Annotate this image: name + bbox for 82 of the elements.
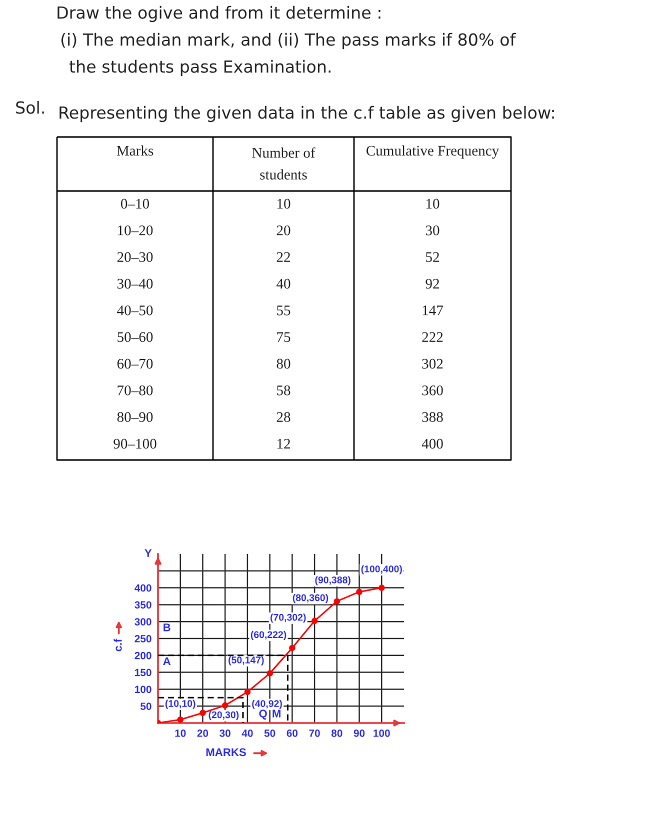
category-label: 50–60 — [118, 332, 153, 342]
point — [200, 710, 206, 716]
y-tick-label: 150 — [135, 668, 152, 676]
data-label: 360 — [422, 385, 443, 396]
annotation: (50,147) — [228, 656, 264, 666]
category-label: 10–20 — [118, 225, 153, 236]
data-label: 10 — [426, 198, 440, 209]
annotation: (70,302) — [270, 614, 306, 623]
annotation: (40,92) — [252, 700, 282, 709]
data-label: 388 — [422, 412, 443, 422]
data-label: 302 — [422, 358, 443, 369]
data-label: 12 — [277, 438, 290, 449]
text: Cumulative Frequency — [366, 145, 500, 159]
text: the students pass Examination. — [69, 60, 330, 76]
text: Number of students — [252, 147, 316, 180]
y-tick-label: 350 — [134, 601, 152, 609]
point — [356, 588, 362, 595]
point — [244, 688, 251, 696]
point — [266, 670, 273, 676]
category-label: 90–100 — [114, 438, 156, 449]
text: Y — [144, 549, 152, 557]
annotation: B — [164, 624, 170, 632]
data-label: 10 — [277, 198, 290, 209]
y-tick-label: 200 — [134, 652, 152, 660]
data-label: 58 — [277, 385, 290, 396]
category-label: 0–10 — [120, 198, 150, 209]
category-label: 70–80 — [118, 385, 153, 396]
data-label: 400 — [422, 438, 443, 449]
data-label: 40 — [276, 278, 290, 289]
data-label: 75 — [277, 332, 290, 342]
y-tick-label: 300 — [134, 618, 152, 626]
x-tick-label: 50 — [264, 730, 276, 737]
data-label: 30 — [426, 225, 440, 236]
x-tick-label: 40 — [242, 730, 253, 737]
x-tick-label: 80 — [331, 730, 342, 737]
data-label: 55 — [277, 306, 290, 316]
data-label: 80 — [276, 358, 290, 369]
category-label: 40–50 — [117, 305, 153, 316]
x-tick-label: 70 — [309, 730, 320, 737]
annotation: (20,30) — [208, 711, 239, 720]
annotation: (80,360) — [292, 594, 328, 604]
point — [222, 702, 228, 709]
data-label: 92 — [426, 278, 439, 289]
annotation: M — [272, 710, 280, 718]
x-tick-label: 90 — [354, 730, 365, 737]
annotation: (60,222) — [250, 630, 286, 640]
data-label: 22 — [276, 252, 290, 262]
category-label: 60–70 — [117, 358, 153, 369]
annotation: (90,388) — [315, 576, 350, 586]
y-tick-label: 50 — [140, 702, 152, 710]
text: (i) The median mark, and (ii) The pass marks if 80% of — [61, 32, 516, 50]
text: Marks — [116, 145, 154, 156]
data-label: 147 — [422, 306, 444, 316]
y-tick-label: 400 — [134, 584, 152, 592]
annotation: (100,400) — [361, 565, 402, 574]
data-label: 20 — [276, 225, 290, 236]
category-label: 30–40 — [117, 278, 153, 289]
data-label: 222 — [422, 332, 443, 342]
data-label: 52 — [426, 252, 439, 262]
text: Representing the given data in the c.f table as given below: — [60, 106, 554, 122]
point — [334, 598, 340, 604]
data-label: 28 — [276, 412, 290, 422]
point — [289, 644, 296, 652]
x-tick-label: 10 — [175, 730, 186, 737]
y-axis-title: c.f — [114, 638, 122, 652]
category-label: 20–30 — [117, 252, 153, 262]
text: Sol. — [16, 100, 44, 114]
y-tick-label: 100 — [135, 686, 152, 694]
text: Draw the ogive and from it determine : — [58, 6, 380, 22]
category-label: 80–90 — [117, 412, 153, 422]
x-tick-label: 60 — [286, 730, 298, 737]
x-tick-label: 100 — [374, 730, 390, 737]
x-tick-label: 30 — [220, 730, 230, 737]
point — [177, 716, 184, 723]
annotation: (10,10) — [165, 700, 196, 709]
x-tick-label: 20 — [197, 730, 208, 737]
point — [311, 618, 318, 624]
point — [378, 584, 385, 591]
annotation: Q — [259, 710, 267, 720]
x-axis-title: MARKS — [206, 748, 246, 756]
annotation: A — [163, 657, 171, 666]
y-tick-label: 250 — [134, 635, 152, 642]
